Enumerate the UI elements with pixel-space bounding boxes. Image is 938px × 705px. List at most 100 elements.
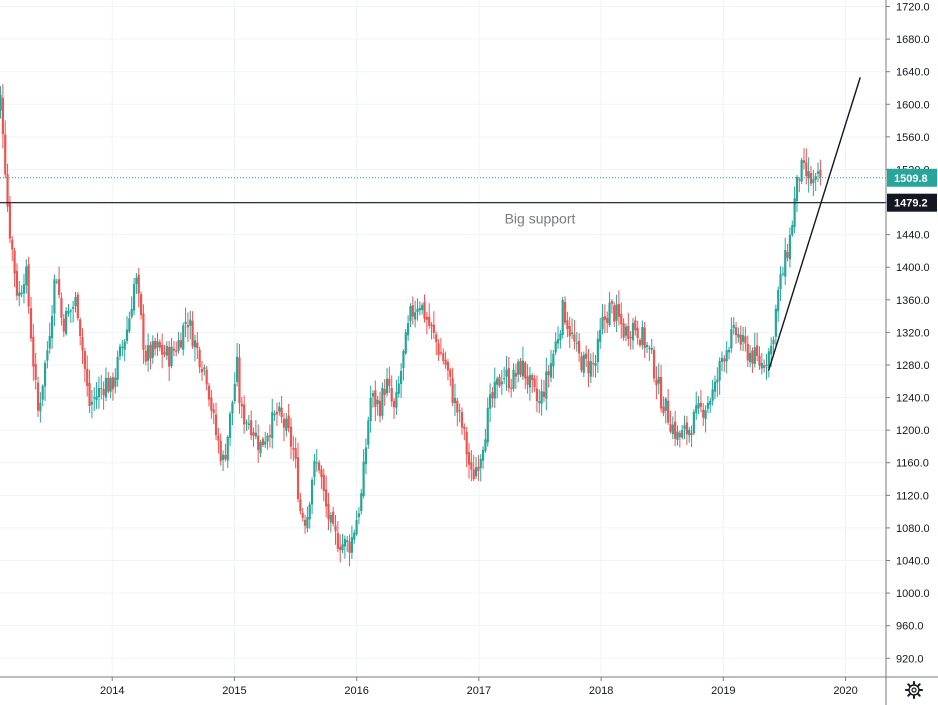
candle-body <box>622 323 625 338</box>
candle-body <box>55 281 58 283</box>
candle-body <box>552 353 555 367</box>
candle-body <box>599 329 602 342</box>
candle-body <box>655 380 658 386</box>
candle-body <box>407 323 410 336</box>
candle-body <box>418 307 421 311</box>
candle-body <box>756 345 759 356</box>
candle-body <box>402 351 405 369</box>
candle-body <box>104 377 108 398</box>
y-tick-label: 1200.0 <box>896 425 930 437</box>
candle-body <box>460 412 464 428</box>
candle-body <box>812 179 815 184</box>
candle-body <box>695 405 698 414</box>
candle-body <box>697 403 700 409</box>
candle-body <box>465 431 468 455</box>
y-tick-label: 1400.0 <box>896 262 930 274</box>
candle-body <box>212 409 215 413</box>
candle-body <box>582 354 585 373</box>
candle-body <box>514 372 517 377</box>
support-price-badge-box <box>887 193 937 212</box>
current-price-badge: 1509.8 <box>887 168 937 187</box>
candle-body <box>554 341 557 353</box>
candle-body <box>592 363 595 365</box>
settings-gear-icon[interactable] <box>905 681 923 699</box>
candle-body <box>699 402 703 407</box>
candle-body <box>86 368 89 387</box>
candle-body <box>643 327 646 349</box>
x-tick-label: 2019 <box>711 685 735 697</box>
candle-body <box>547 371 550 376</box>
candle-body <box>6 174 9 207</box>
candle-body <box>777 289 780 312</box>
candle-body <box>257 435 260 450</box>
candle-body <box>200 368 204 373</box>
candle-body <box>175 350 178 352</box>
candle-body <box>46 350 49 361</box>
candle-body <box>746 343 749 361</box>
candle-body <box>608 302 611 326</box>
candle-body <box>114 377 117 387</box>
candle-body <box>458 410 461 412</box>
candle-body <box>308 504 311 520</box>
candle-body <box>467 452 471 465</box>
candle-body <box>421 304 424 311</box>
candle-body <box>346 540 349 543</box>
candle-body <box>779 274 782 290</box>
candle-body <box>221 454 225 460</box>
candle-body <box>8 203 12 239</box>
candle-body <box>95 396 98 401</box>
candle-body <box>151 341 154 358</box>
candle-body <box>20 292 23 295</box>
candle-body <box>158 342 161 348</box>
candle-body <box>303 519 307 526</box>
candle-body <box>493 381 496 399</box>
candle-body <box>247 423 250 425</box>
candle-body <box>72 307 75 309</box>
candle-body <box>18 292 21 297</box>
candle-body <box>296 457 300 499</box>
candle-body <box>58 279 61 295</box>
candle-body <box>472 469 475 480</box>
candle-body <box>435 334 438 343</box>
candle-body <box>53 279 56 314</box>
candle-body <box>182 325 185 350</box>
time-axis[interactable]: 2014 2015 2016 2017 2018 2019 2020 <box>100 677 858 697</box>
candle-body <box>758 355 761 366</box>
candle-body <box>589 361 592 377</box>
candle-body <box>357 513 361 518</box>
candle-body <box>198 349 201 368</box>
candle-body <box>512 369 515 389</box>
candle-body <box>805 162 808 177</box>
candle-body <box>444 359 447 365</box>
candle-body <box>725 350 728 362</box>
candle-body <box>125 329 129 341</box>
candle-body <box>432 324 435 333</box>
candle-body <box>531 375 534 381</box>
candle-body <box>702 409 705 418</box>
candle-body <box>369 397 372 422</box>
candle-body <box>704 410 707 420</box>
candle-body <box>313 460 316 477</box>
candle-body <box>624 326 628 336</box>
candle-body <box>34 364 37 380</box>
y-tick-label: 1720.0 <box>896 2 930 14</box>
candle-body <box>453 397 457 403</box>
candle-body <box>22 284 26 294</box>
candle-body <box>659 376 663 409</box>
candle-body <box>585 353 588 359</box>
price-axis[interactable]: 1720.01680.01640.01600.01560.01520.01480… <box>886 2 930 666</box>
candle-body <box>627 325 630 340</box>
candle-body <box>800 160 803 182</box>
candle-body <box>111 377 115 390</box>
candle-body <box>451 378 454 403</box>
candle-body <box>376 399 379 405</box>
candle-body <box>385 378 389 394</box>
candle-body <box>254 432 257 437</box>
candle-body <box>332 511 335 524</box>
candle-body <box>219 440 222 462</box>
candle-body <box>118 346 122 357</box>
candle-body <box>641 326 644 346</box>
candle-body <box>165 346 168 356</box>
candle-body <box>521 360 524 377</box>
